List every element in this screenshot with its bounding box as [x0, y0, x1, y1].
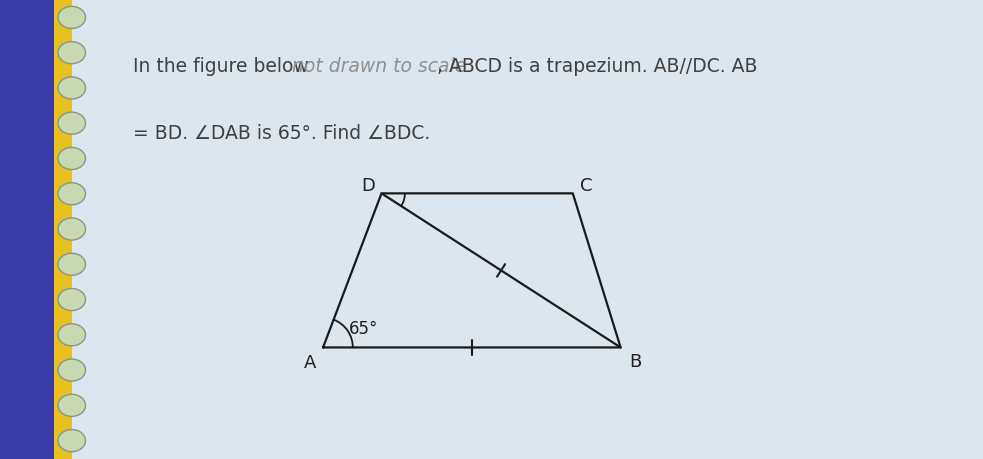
Ellipse shape [58, 7, 86, 29]
Bar [0, 0, 54, 459]
Text: B: B [629, 353, 642, 370]
Ellipse shape [58, 78, 86, 100]
Ellipse shape [58, 359, 86, 381]
Ellipse shape [58, 324, 86, 346]
Text: D: D [361, 176, 375, 195]
Text: not drawn to scale: not drawn to scale [292, 57, 466, 76]
Text: C: C [580, 176, 593, 195]
Text: , ABCD is a trapezium. AB//DC. AB: , ABCD is a trapezium. AB//DC. AB [437, 57, 758, 76]
Ellipse shape [58, 113, 86, 135]
Text: In the figure below: In the figure below [133, 57, 315, 76]
Bar [54, 0, 72, 459]
Ellipse shape [58, 254, 86, 276]
Ellipse shape [58, 394, 86, 416]
Ellipse shape [58, 430, 86, 452]
Ellipse shape [58, 183, 86, 205]
Text: 65°: 65° [349, 319, 377, 337]
Ellipse shape [58, 148, 86, 170]
Text: = BD. ∠DAB is 65°. Find ∠BDC.: = BD. ∠DAB is 65°. Find ∠BDC. [133, 124, 430, 143]
Ellipse shape [58, 43, 86, 65]
Text: A: A [304, 353, 317, 371]
Ellipse shape [58, 218, 86, 241]
Ellipse shape [58, 289, 86, 311]
